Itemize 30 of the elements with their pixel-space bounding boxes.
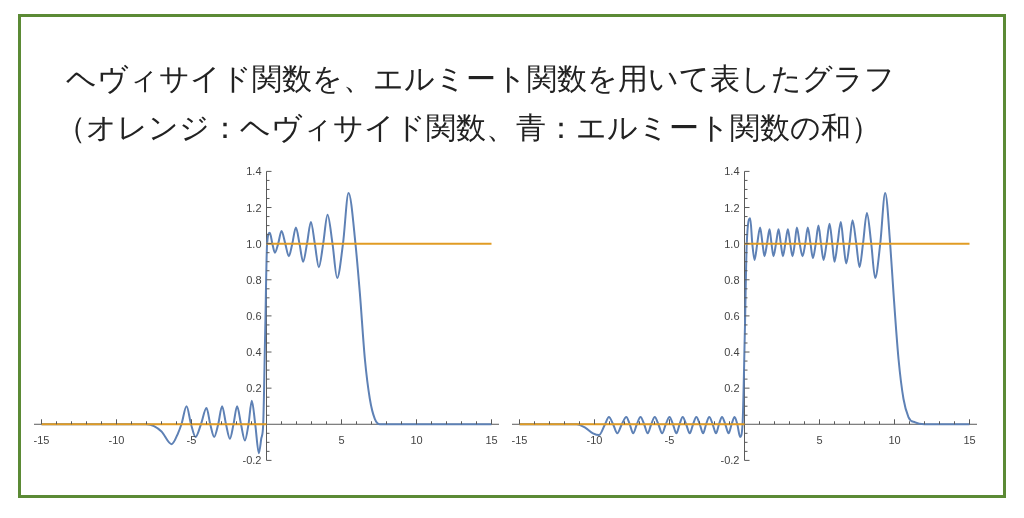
x-tick-label: 15 — [963, 434, 976, 447]
y-tick-label: -0.2 — [242, 454, 262, 467]
x-tick-label: 10 — [410, 434, 423, 447]
y-tick-label: 0.4 — [246, 346, 262, 358]
x-tick-label: -15 — [511, 434, 528, 447]
x-tick-label: -5 — [186, 434, 197, 447]
x-tick-label: -15 — [33, 434, 50, 447]
y-tick-label: 1.0 — [724, 237, 740, 250]
y-tick-label: 1.2 — [724, 201, 740, 214]
y-tick-label: 1.4 — [724, 165, 740, 178]
x-tick-label: 15 — [485, 434, 498, 447]
y-tick-label: 0.6 — [246, 309, 262, 322]
title: ヘヴィサイド関数を、エルミート関数を用いて表したグラフ — [66, 62, 895, 95]
y-tick-label: 0.2 — [724, 382, 740, 395]
y-tick-label: 1.0 — [246, 237, 262, 250]
x-tick-label: -5 — [664, 434, 675, 447]
y-tick-label: 0.4 — [724, 346, 740, 358]
x-tick-label: 5 — [338, 434, 345, 447]
x-tick-label: -10 — [586, 434, 603, 447]
y-tick-label: 1.4 — [246, 165, 262, 178]
y-tick-label: -0.2 — [720, 454, 740, 467]
y-tick-label: 0.8 — [246, 273, 262, 286]
x-tick-label: -10 — [108, 434, 125, 447]
x-tick-label: 10 — [888, 434, 901, 447]
y-tick-label: 0.8 — [724, 273, 740, 286]
subtitle: （オレンジ：ヘヴィサイド関数、青：エルミート関数の和） — [56, 111, 881, 144]
y-tick-label: 0.2 — [246, 382, 262, 395]
y-tick-label: 0.6 — [724, 309, 740, 322]
x-tick-label: 5 — [816, 434, 823, 447]
y-tick-label: 1.2 — [246, 201, 262, 214]
